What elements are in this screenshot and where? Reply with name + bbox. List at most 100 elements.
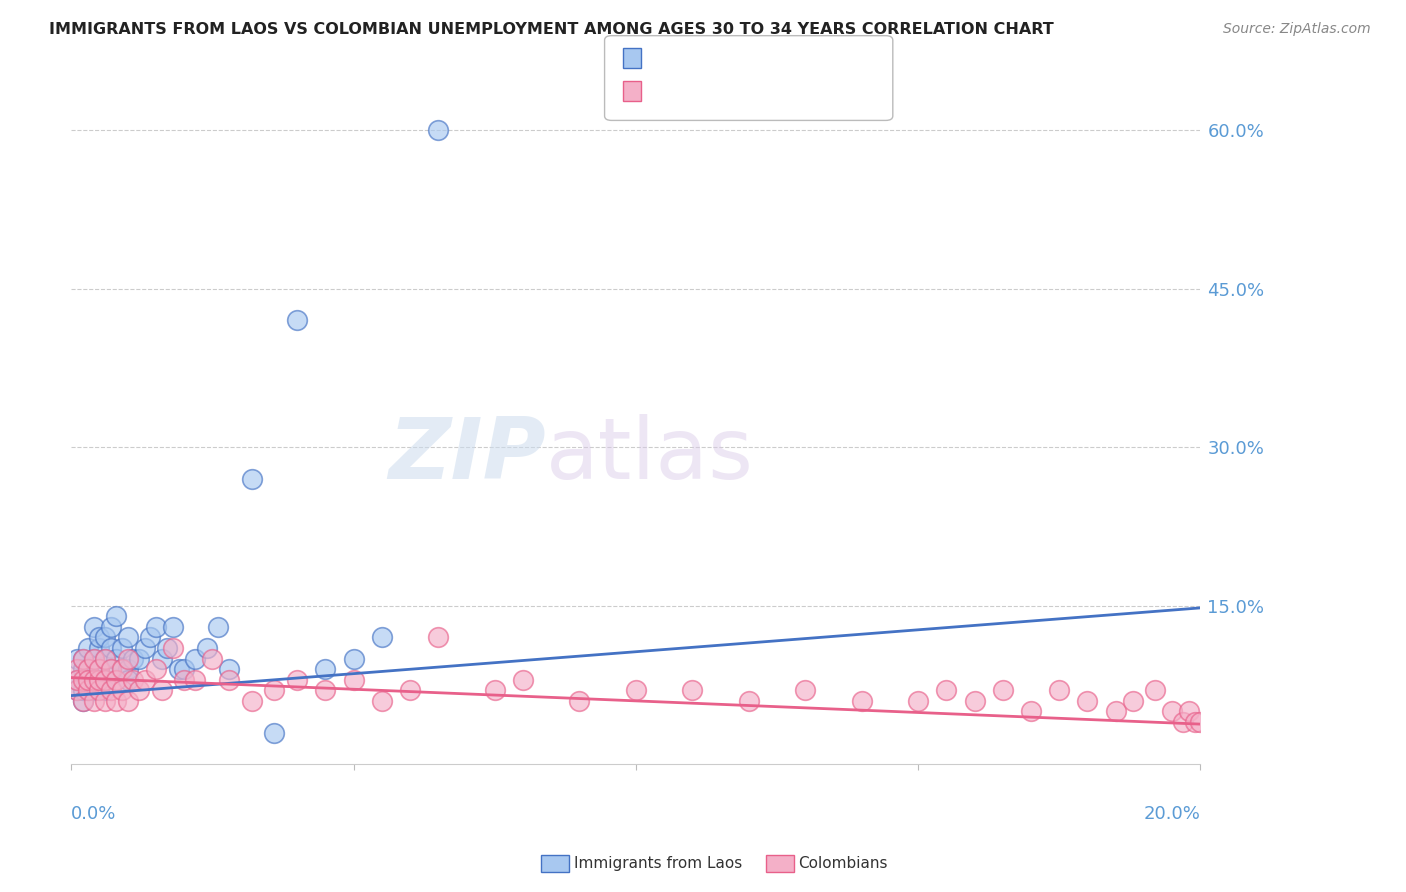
Point [167, 662, 190, 676]
Point [100, 620, 122, 634]
Point [77, 673, 100, 687]
Point [134, 640, 156, 655]
Point [117, 651, 139, 665]
Point [66, 673, 89, 687]
Point [263, 683, 285, 698]
Point [1047, 683, 1070, 698]
Point [83, 673, 105, 687]
Text: 20.0%: 20.0% [1143, 805, 1201, 823]
Point [139, 631, 162, 645]
Point [218, 662, 240, 676]
Point [150, 683, 173, 698]
Text: Colombians: Colombians [799, 856, 889, 871]
Point [72, 694, 94, 708]
Point [371, 631, 394, 645]
Point [240, 694, 263, 708]
Text: 67: 67 [794, 84, 817, 98]
Point [83, 694, 105, 708]
Point [100, 640, 122, 655]
Point [1019, 705, 1042, 719]
Point [94, 673, 117, 687]
Point [77, 683, 100, 698]
Point [1173, 714, 1195, 729]
Point [201, 651, 224, 665]
Text: R =: R = [647, 51, 686, 65]
Point [156, 640, 179, 655]
Point [568, 694, 591, 708]
Point [399, 683, 422, 698]
Point [738, 694, 761, 708]
Point [681, 683, 703, 698]
Point [77, 673, 100, 687]
Point [173, 662, 195, 676]
Point [94, 651, 117, 665]
Point [77, 662, 100, 676]
Point [83, 620, 105, 634]
Point [1178, 705, 1201, 719]
Point [512, 673, 534, 687]
Text: atlas: atlas [546, 414, 754, 497]
Point [94, 651, 117, 665]
Point [371, 694, 394, 708]
Point [624, 683, 647, 698]
Point [77, 640, 100, 655]
Point [342, 651, 364, 665]
Point [240, 472, 263, 486]
Point [1076, 694, 1098, 708]
Point [72, 651, 94, 665]
Point [66, 673, 89, 687]
Point [94, 683, 117, 698]
Point [89, 673, 111, 687]
Point [285, 313, 308, 327]
Text: 55: 55 [794, 51, 817, 65]
Point [66, 683, 89, 698]
Point [484, 683, 506, 698]
Point [1144, 683, 1167, 698]
Point [184, 673, 207, 687]
Point [83, 651, 105, 665]
Point [72, 694, 94, 708]
Point [111, 662, 134, 676]
Point [83, 683, 105, 698]
Point [794, 683, 817, 698]
Point [111, 640, 134, 655]
Point [117, 673, 139, 687]
Point [89, 683, 111, 698]
Point [72, 662, 94, 676]
Point [173, 673, 195, 687]
Point [314, 662, 336, 676]
Point [145, 662, 167, 676]
Point [89, 673, 111, 687]
Point [77, 662, 100, 676]
Point [1122, 694, 1144, 708]
Point [72, 673, 94, 687]
Point [72, 651, 94, 665]
Point [907, 694, 929, 708]
Point [89, 631, 111, 645]
Point [105, 651, 128, 665]
Point [218, 673, 240, 687]
Point [66, 662, 89, 676]
Point [991, 683, 1014, 698]
Point [207, 620, 229, 634]
Point [162, 640, 184, 655]
Point [1189, 714, 1212, 729]
Point [935, 683, 957, 698]
Point [122, 651, 145, 665]
Point [94, 631, 117, 645]
Point [105, 694, 128, 708]
Point [1161, 705, 1184, 719]
Point [963, 694, 986, 708]
Point [427, 631, 450, 645]
Point [77, 673, 100, 687]
Point [105, 673, 128, 687]
Point [195, 640, 218, 655]
Point [1184, 714, 1206, 729]
Point [100, 683, 122, 698]
Text: 0.104: 0.104 [693, 51, 744, 65]
Point [111, 662, 134, 676]
Point [117, 631, 139, 645]
Point [105, 609, 128, 624]
Point [128, 651, 150, 665]
Text: Immigrants from Laos: Immigrants from Laos [574, 856, 742, 871]
